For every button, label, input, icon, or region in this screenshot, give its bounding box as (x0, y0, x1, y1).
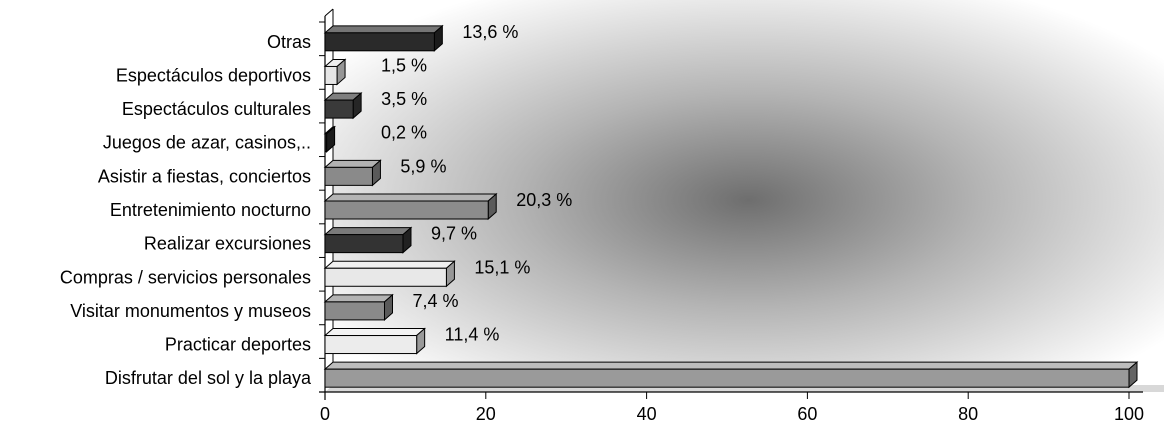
bar (323, 125, 336, 153)
bar-front-face (324, 368, 1130, 388)
bar-front-face (324, 301, 385, 321)
y-axis-top-edge (324, 8, 334, 17)
bar (323, 327, 426, 355)
data-label: 1,5 % (381, 55, 427, 75)
bar-top-face (323, 294, 394, 303)
data-label: 0,2 % (381, 123, 427, 143)
bar (323, 24, 444, 52)
bar-top-face (323, 227, 413, 236)
data-label: 20,3 % (516, 190, 572, 210)
plot-back-wall (333, 0, 1164, 385)
bar (323, 159, 382, 187)
data-label: 15,1 % (474, 257, 530, 277)
bar-top-face (323, 159, 382, 168)
bar-top-face (323, 193, 498, 202)
bar (323, 260, 456, 288)
bar (323, 91, 363, 120)
bar-front-face (324, 267, 447, 287)
bar-top-face (323, 25, 444, 34)
data-label: 7,4 % (412, 291, 458, 311)
bar-front-face (324, 32, 435, 52)
category-label: Entretenimiento nocturno (110, 200, 311, 220)
x-tick-label: 60 (797, 404, 817, 424)
bar-front-face (324, 65, 338, 85)
category-label: Espectáculos culturales (122, 99, 311, 119)
bar-top-face (323, 328, 426, 337)
bar-top-face (323, 361, 1139, 370)
category-label: Otras (267, 32, 311, 52)
category-label: Asistir a fiestas, conciertos (98, 166, 311, 186)
category-label: Disfrutar del sol y la playa (105, 368, 312, 388)
data-label: 9,7 % (431, 224, 477, 244)
category-label: Realizar excursiones (144, 234, 311, 254)
category-label: Juegos de azar, casinos,.. (103, 133, 311, 153)
category-label: Practicar deportes (165, 335, 311, 355)
x-tick-label: 40 (637, 404, 657, 424)
category-label: Compras / servicios personales (60, 267, 311, 287)
x-tick-label: 80 (958, 404, 978, 424)
data-label: 11,4 % (445, 325, 500, 345)
bar-front-face (324, 133, 328, 153)
x-tick-label: 100 (1114, 404, 1144, 424)
bar-front-face (324, 335, 418, 355)
bar-front-face (324, 166, 373, 186)
plot-background (325, 0, 1164, 392)
bar (323, 361, 1139, 389)
bar (323, 226, 413, 254)
bar (323, 192, 498, 221)
category-label: Visitar monumentos y museos (70, 301, 311, 321)
bar-front-face (324, 99, 354, 119)
bar-top-face (323, 260, 456, 269)
bars (323, 24, 1139, 389)
bar (323, 58, 347, 86)
bar-front-face (324, 234, 404, 254)
category-label: Espectáculos deportivos (116, 65, 311, 85)
data-label: 3,5 % (381, 89, 427, 109)
bar-front-face (324, 200, 489, 220)
labels: 0 20 40 60 80 100 Otras 13,6 % Espectáculos depo… (60, 22, 1144, 424)
bar (323, 293, 394, 322)
data-label: 13,6 % (462, 22, 518, 42)
x-tick-label: 0 (320, 404, 330, 424)
data-label: 5,9 % (400, 156, 446, 176)
x-tick-label: 20 (476, 404, 496, 424)
